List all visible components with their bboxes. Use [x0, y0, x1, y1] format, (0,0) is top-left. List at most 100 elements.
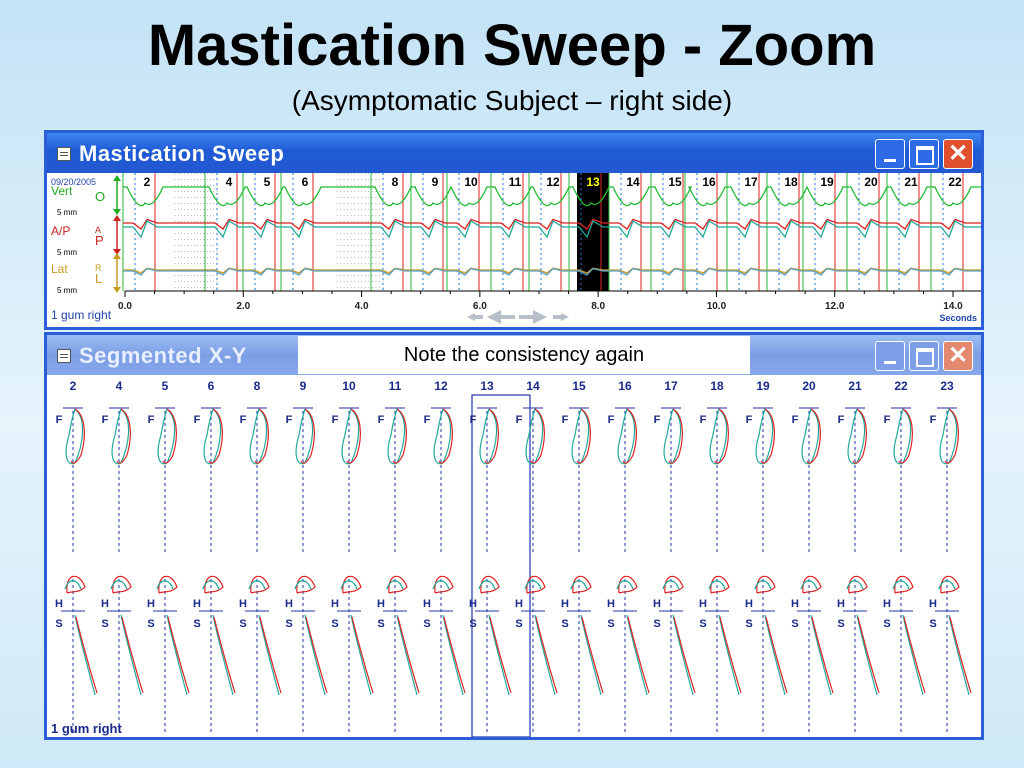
channel-marker-2-0: R — [95, 263, 102, 273]
horizontal-loop-teal-4 — [110, 580, 128, 590]
horizontal-loop-red-21 — [848, 575, 868, 594]
horizontal-loop-teal-15 — [570, 580, 588, 590]
xy-cycle-label-6: 6 — [208, 379, 215, 393]
horizontal-loop-teal-20 — [800, 580, 818, 590]
sagittal-trace-red-15 — [581, 616, 604, 694]
channel-scale-0: 5 mm — [57, 208, 77, 217]
sweep-cycle-label-5: 5 — [264, 175, 271, 189]
frontal-loop-teal-4 — [111, 408, 130, 465]
channel-scale-2: 5 mm — [57, 286, 77, 295]
x-tick-label-6.0: 6.0 — [473, 301, 487, 312]
frontal-loop-teal-11 — [387, 408, 406, 465]
minimize-button[interactable] — [875, 139, 905, 169]
horizontal-loop-teal-5 — [156, 580, 174, 590]
frontal-loop-teal-19 — [755, 408, 774, 465]
document-icon[interactable] — [57, 147, 71, 161]
arrow-left-small-icon[interactable] — [467, 313, 483, 321]
channel-marker-1-1: P — [95, 233, 104, 248]
horizontal-loop-red-15 — [572, 575, 592, 594]
sweep-titlebar[interactable]: Mastication Sweep ✕ — [47, 133, 981, 173]
frontal-loop-teal-18 — [709, 408, 728, 465]
xy-plot[interactable]: 2FHS4FHS5FHS6FHS8FHS9FHS10FHS11FHS12FHS1… — [47, 375, 981, 737]
sweep-window-title: Mastication Sweep — [79, 141, 285, 166]
channel-scale-1: 5 mm — [57, 248, 77, 257]
sweep-cycle-label-21: 21 — [904, 175, 918, 189]
frontal-loop-red-20 — [806, 408, 821, 464]
x-tick-label-0.0: 0.0 — [118, 301, 132, 312]
sagittal-label-23: S — [929, 618, 936, 630]
sagittal-trace-teal-22 — [902, 614, 924, 696]
frontal-label-6: F — [194, 414, 201, 426]
arrow-right-icon[interactable] — [519, 310, 547, 324]
frontal-label-8: F — [240, 414, 247, 426]
frontal-label-4: F — [102, 414, 109, 426]
frontal-label-13: F — [470, 414, 477, 426]
horizontal-label-10: H — [331, 598, 339, 610]
sagittal-trace-teal-20 — [810, 614, 832, 696]
horizontal-loop-red-16 — [618, 575, 638, 594]
sagittal-trace-red-14 — [535, 616, 558, 694]
horizontal-loop-teal-13 — [478, 580, 496, 590]
horizontal-loop-red-20 — [802, 575, 822, 594]
horizontal-loop-red-13 — [480, 575, 500, 594]
sweep-cycle-label-14: 14 — [626, 175, 640, 189]
sweep-cycle-label-19: 19 — [820, 175, 834, 189]
x-tick-label-10.0: 10.0 — [707, 301, 727, 312]
document-icon[interactable] — [57, 349, 71, 363]
horizontal-label-8: H — [239, 598, 247, 610]
horizontal-loop-red-2 — [66, 575, 86, 594]
sagittal-trace-teal-6 — [212, 614, 234, 696]
sagittal-trace-red-16 — [627, 616, 650, 694]
x-tick-label-2.0: 2.0 — [236, 301, 250, 312]
xy-cycle-label-11: 11 — [389, 379, 402, 393]
sagittal-trace-teal-5 — [166, 614, 188, 696]
frontal-loop-red-18 — [714, 408, 729, 464]
sagittal-trace-red-13 — [489, 616, 512, 694]
sagittal-trace-red-9 — [305, 616, 328, 694]
arrow-right-small-icon-shaft — [553, 315, 561, 319]
sweep-cycle-label-13: 13 — [586, 175, 600, 189]
sagittal-trace-red-6 — [213, 616, 236, 694]
maximize-button[interactable] — [909, 341, 939, 371]
horizontal-loop-red-5 — [158, 575, 178, 594]
horizontal-loop-red-10 — [342, 575, 362, 594]
sagittal-trace-teal-9 — [304, 614, 326, 696]
horizontal-label-21: H — [837, 598, 845, 610]
xy-cycle-label-21: 21 — [848, 379, 862, 393]
arrow-right-small-icon[interactable] — [553, 313, 569, 321]
frontal-label-11: F — [378, 414, 385, 426]
horizontal-loop-teal-12 — [432, 580, 450, 590]
horizontal-label-14: H — [515, 598, 523, 610]
ap-trace-2 — [123, 220, 981, 239]
sweep-cycle-label-15: 15 — [668, 175, 682, 189]
sagittal-label-9: S — [285, 618, 292, 630]
close-button[interactable]: ✕ — [943, 139, 973, 169]
minimize-button[interactable] — [875, 341, 905, 371]
frontal-loop-teal-8 — [249, 408, 268, 465]
horizontal-loop-red-9 — [296, 575, 316, 594]
sagittal-label-13: S — [469, 618, 476, 630]
sweep-cycle-label-11: 11 — [509, 175, 522, 189]
horizontal-loop-teal-6 — [202, 580, 220, 590]
horizontal-label-23: H — [929, 598, 937, 610]
arrow-left-small-icon-shaft — [475, 315, 483, 319]
horizontal-loop-red-17 — [664, 575, 684, 594]
horizontal-loop-teal-17 — [662, 580, 680, 590]
xy-cycle-label-2: 2 — [70, 379, 77, 393]
arrow-left-icon[interactable] — [487, 310, 515, 324]
ap-trace — [123, 218, 981, 230]
frontal-loop-teal-6 — [203, 408, 222, 465]
horizontal-label-17: H — [653, 598, 661, 610]
close-button[interactable]: ✕ — [943, 341, 973, 371]
sagittal-trace-teal-2 — [74, 614, 96, 696]
horizontal-loop-red-19 — [756, 575, 776, 594]
horizontal-loop-teal-9 — [294, 580, 312, 590]
sweep-cycle-label-9: 9 — [432, 175, 439, 189]
sweep-cycle-label-16: 16 — [702, 175, 716, 189]
horizontal-loop-teal-2 — [64, 580, 82, 590]
maximize-button[interactable] — [909, 139, 939, 169]
sagittal-trace-teal-8 — [258, 614, 280, 696]
frontal-label-20: F — [792, 414, 799, 426]
xy-cycle-label-12: 12 — [434, 379, 448, 393]
